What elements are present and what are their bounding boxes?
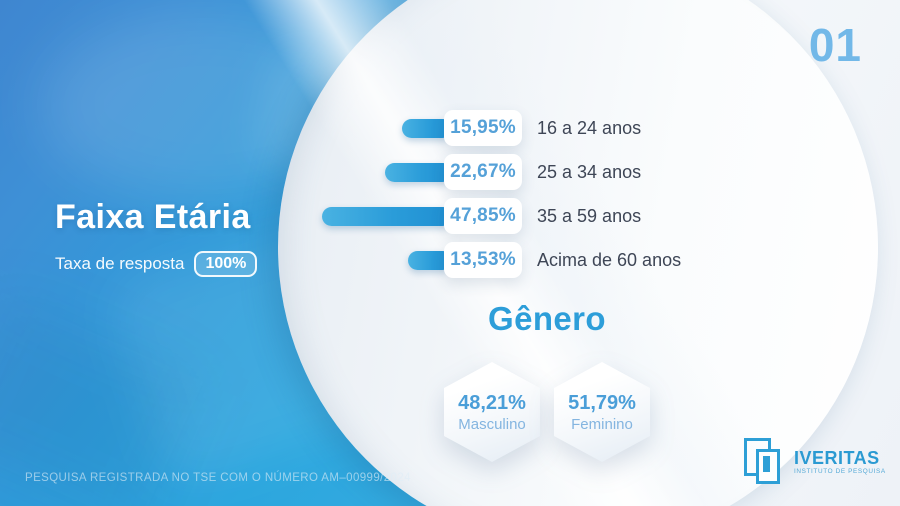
- age-bar: [322, 206, 452, 226]
- logo-text: IVERITAS INSTITUTO DE PESQUISA: [794, 449, 886, 475]
- age-bar: [408, 250, 452, 270]
- age-bar: [402, 118, 452, 138]
- age-category-label: 35 a 59 anos: [537, 205, 642, 226]
- age-bar: [385, 162, 452, 182]
- age-value-badge: 47,85%: [444, 198, 522, 234]
- gender-badge-masculino: 48,21% Masculino: [444, 362, 540, 462]
- response-rate-label: Taxa de resposta: [55, 254, 185, 273]
- age-value-badge: 15,95%: [444, 110, 522, 146]
- response-rate-badge: 100%: [194, 251, 258, 277]
- hexagon-shape: 48,21% Masculino: [444, 362, 540, 462]
- title-block: Faixa Etária Taxa de resposta 100%: [55, 198, 258, 277]
- age-category-label: 16 a 24 anos: [537, 117, 642, 138]
- gender-label: Feminino: [571, 415, 633, 433]
- response-rate-row: Taxa de resposta 100%: [55, 251, 258, 277]
- bar-zone: [312, 162, 452, 182]
- gender-badges-row: 48,21% Masculino 51,79% Feminino: [412, 362, 682, 462]
- age-category-label: 25 a 34 anos: [537, 161, 642, 182]
- logo-subtitle: INSTITUTO DE PESQUISA: [794, 467, 886, 475]
- age-value-label: 47,85%: [450, 205, 516, 226]
- bar-zone: [312, 206, 452, 226]
- gender-title: Gênero: [488, 300, 606, 337]
- gender-value: 51,79%: [568, 391, 636, 414]
- gender-section: Gênero 48,21% Masculino 51,79% Feminino: [412, 300, 682, 462]
- bar-zone: [312, 118, 452, 138]
- page-number: 01: [808, 19, 862, 71]
- hexagon-shape: 51,79% Feminino: [554, 362, 650, 462]
- gender-value: 48,21%: [458, 391, 526, 414]
- gender-label: Masculino: [458, 415, 526, 433]
- age-value-label: 13,53%: [450, 249, 516, 270]
- age-value-badge: 13,53%: [444, 242, 522, 278]
- overlapping-frames-icon: [744, 438, 786, 486]
- age-category-label: Acima de 60 anos: [537, 249, 682, 270]
- tse-registration-note: PESQUISA REGISTRADA NO TSE COM O NÚMERO …: [25, 472, 411, 484]
- logo-frame-inner: [763, 456, 770, 472]
- gender-badge-feminino: 51,79% Feminino: [554, 362, 650, 462]
- logo-name: IVERITAS: [794, 447, 880, 468]
- age-bar-chart: 15,95% 16 a 24 anos 22,67% 25 a 34 anos …: [312, 106, 681, 282]
- age-bar-row: 22,67% 25 a 34 anos: [312, 150, 681, 194]
- page-title: Faixa Etária: [55, 198, 251, 236]
- age-bar-row: 47,85% 35 a 59 anos: [312, 194, 681, 238]
- iveritas-logo: IVERITAS INSTITUTO DE PESQUISA: [744, 438, 886, 486]
- age-value-label: 22,67%: [450, 161, 516, 182]
- age-value-label: 15,95%: [450, 117, 516, 138]
- bar-zone: [312, 250, 452, 270]
- age-bar-row: 13,53% Acima de 60 anos: [312, 238, 681, 282]
- age-value-badge: 22,67%: [444, 154, 522, 190]
- age-bar-row: 15,95% 16 a 24 anos: [312, 106, 681, 150]
